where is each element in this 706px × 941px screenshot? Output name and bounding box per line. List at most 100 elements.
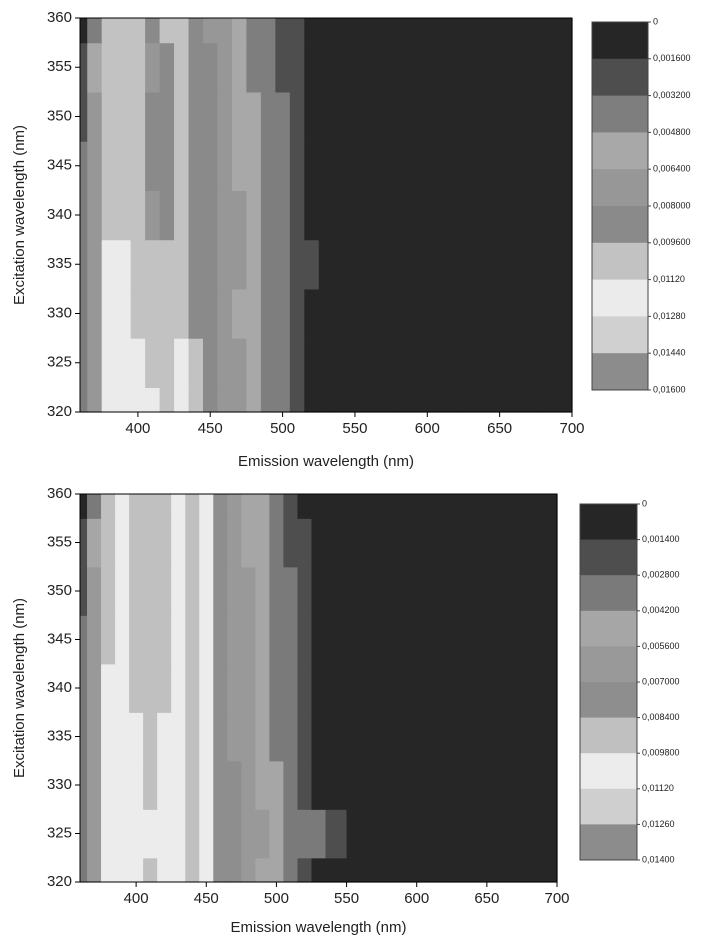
colorbar-band	[580, 539, 637, 576]
colorbar-band	[580, 753, 637, 790]
cell	[130, 18, 146, 44]
cell	[297, 663, 313, 713]
cell	[80, 18, 88, 44]
cell	[101, 615, 116, 665]
cell	[354, 190, 399, 241]
cell	[213, 712, 228, 762]
cell	[535, 141, 573, 191]
cell	[101, 663, 116, 713]
cell	[275, 190, 291, 241]
cell	[388, 760, 453, 810]
cell	[241, 760, 256, 810]
cell	[101, 760, 116, 810]
cell	[260, 338, 276, 388]
cell	[275, 141, 291, 191]
x-axis-label: Emission wavelength (nm)	[231, 919, 407, 936]
cell	[101, 288, 117, 339]
cell	[159, 239, 175, 290]
cell	[87, 809, 102, 859]
cell	[297, 857, 313, 883]
colorbar-band	[592, 316, 648, 354]
cell	[227, 615, 242, 665]
colorbar-band	[580, 824, 637, 861]
cell	[255, 809, 270, 859]
cell	[463, 338, 537, 388]
cell	[174, 239, 190, 290]
cell	[535, 91, 573, 142]
cell	[231, 288, 248, 339]
cell	[157, 615, 172, 665]
cell	[451, 518, 523, 568]
colorbar-band	[592, 206, 648, 244]
x-tick-label: 650	[487, 420, 512, 437]
cell	[241, 663, 256, 713]
cell	[398, 18, 465, 44]
cell	[255, 712, 270, 762]
cell	[275, 42, 291, 93]
cell	[217, 42, 233, 93]
cell	[246, 338, 262, 388]
cell	[80, 42, 88, 93]
cell	[203, 42, 219, 93]
cell	[174, 42, 190, 93]
cell	[87, 288, 103, 339]
cell	[521, 663, 558, 713]
cell	[451, 809, 523, 859]
cell	[130, 338, 146, 388]
x-tick-label: 650	[474, 890, 499, 907]
colorbar-label: 0,008000	[653, 200, 691, 210]
cell	[304, 141, 320, 191]
cell	[325, 809, 348, 859]
cell	[145, 387, 161, 413]
cell	[116, 42, 132, 93]
cell	[255, 663, 270, 713]
y-tick-label: 320	[47, 403, 72, 420]
cell	[246, 387, 262, 413]
cell	[80, 760, 88, 810]
colorbar-label: 0,01400	[642, 854, 675, 864]
cell	[101, 239, 117, 290]
cell	[213, 615, 228, 665]
y-tick-label: 360	[47, 9, 72, 26]
colorbar-band	[592, 353, 648, 391]
cell	[297, 615, 313, 665]
cell	[346, 760, 390, 810]
cell	[80, 91, 88, 142]
cell	[129, 566, 144, 616]
colorbar-band	[580, 682, 637, 719]
cell	[174, 288, 190, 339]
cell	[157, 809, 172, 859]
cell	[318, 239, 334, 290]
colorbar-label: 0,005600	[642, 641, 680, 651]
cell	[185, 518, 200, 568]
cell	[87, 18, 103, 44]
cell	[188, 338, 204, 388]
x-tick-label: 500	[270, 420, 295, 437]
colorbar-label: 0,007000	[642, 676, 680, 686]
colorbar-label: 0,002800	[642, 570, 680, 580]
cell	[116, 288, 132, 339]
cell	[185, 857, 200, 883]
cell	[269, 566, 285, 616]
cell	[269, 663, 285, 713]
cell	[304, 190, 320, 241]
cell	[199, 615, 214, 665]
cell	[159, 338, 175, 388]
cell	[260, 42, 276, 93]
cell	[275, 91, 291, 142]
cell	[255, 760, 270, 810]
cell	[80, 239, 88, 290]
cell	[333, 42, 356, 93]
y-tick-label: 355	[47, 58, 72, 75]
cell	[304, 387, 320, 413]
cell	[188, 91, 204, 142]
colorbar-label: 0,009800	[642, 748, 680, 758]
cell	[231, 91, 248, 142]
cell	[227, 663, 242, 713]
cell	[116, 387, 132, 413]
cell	[269, 712, 285, 762]
colorbar-label: 0,009600	[653, 237, 691, 247]
cell	[145, 288, 161, 339]
cell	[246, 42, 262, 93]
cell	[227, 494, 242, 519]
